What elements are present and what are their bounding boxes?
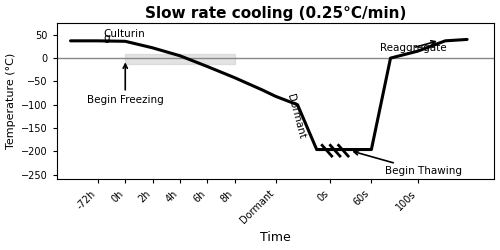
Y-axis label: Temperature (°C): Temperature (°C) bbox=[6, 53, 16, 149]
Text: Culturin: Culturin bbox=[104, 28, 145, 38]
Text: g: g bbox=[104, 33, 110, 43]
Text: Begin Freezing: Begin Freezing bbox=[87, 64, 164, 106]
Text: Dormant: Dormant bbox=[285, 93, 307, 140]
Title: Slow rate cooling (0.25°C/min): Slow rate cooling (0.25°C/min) bbox=[145, 6, 406, 20]
X-axis label: Time: Time bbox=[260, 232, 291, 244]
Text: Reaggregate: Reaggregate bbox=[380, 41, 446, 53]
Text: Begin Thawing: Begin Thawing bbox=[354, 151, 462, 176]
